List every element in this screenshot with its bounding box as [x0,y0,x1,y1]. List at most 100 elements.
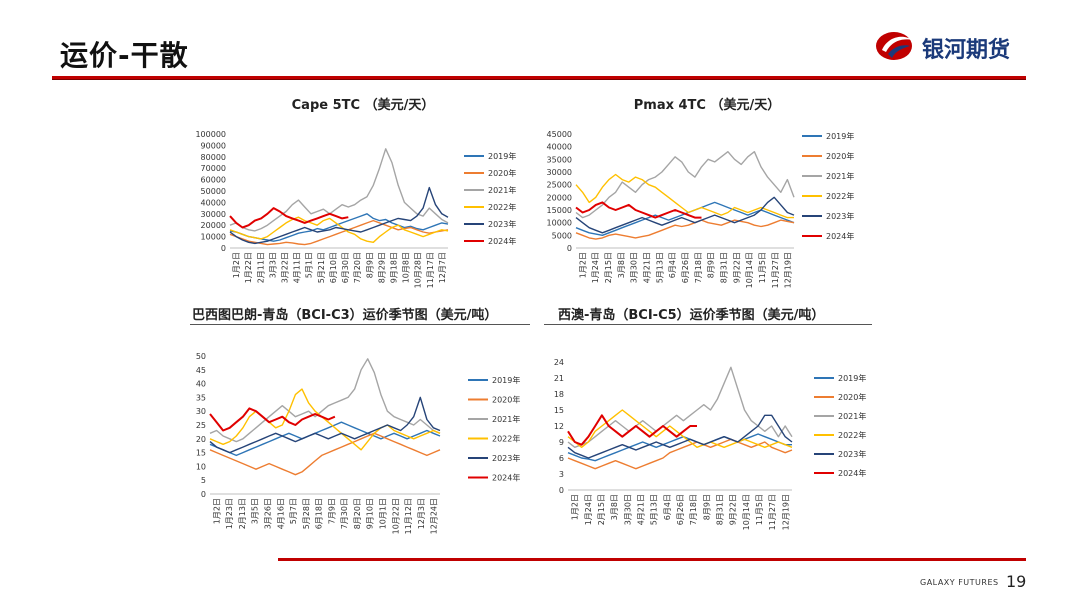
legend-label: 2022年 [838,430,866,440]
legend-label: 2024年 [838,468,866,478]
x-tick-label: 5月7日 [289,498,298,524]
series-line [229,148,449,232]
x-tick-label: 8月31日 [719,252,728,283]
x-tick-label: 7月9日 [327,498,336,524]
series-line [567,414,697,446]
y-tick-label: 50 [196,352,206,361]
x-tick-label: 6月30日 [341,252,350,283]
legend-label: 2022年 [492,434,520,444]
y-tick-label: 70000 [201,164,226,173]
y-tick-label: 10000 [201,233,226,242]
series-line [567,438,793,470]
chart-panel-pmax-4tc: Pmax 4TC （美元/天） 45000 40000 35000 30000 2500… [544,88,870,300]
y-tick-label: 0 [201,490,206,499]
legend-label: 2021年 [838,411,866,421]
x-tick-label: 5月21日 [317,252,326,283]
x-tick-label: 9月22日 [732,252,741,283]
x-tick-label: 4月11日 [293,252,302,283]
x-tick-label: 1月2日 [212,498,221,524]
y-tick-label: 5 [201,476,206,485]
x-tick-label: 3月5日 [251,498,260,524]
y-tick-label: 0 [567,244,572,253]
title-underline [190,324,530,325]
header-rule-shadow [52,79,1026,80]
x-tick-label: 6月26日 [676,494,685,525]
legend-label: 2020年 [838,392,866,402]
x-tick-label: 3月30日 [623,494,632,525]
x-tick-label: 9月18日 [390,252,399,283]
y-tick-label: 40000 [547,143,572,152]
x-tick-label: 7月20日 [353,252,362,283]
series-line [575,219,795,240]
legend-label: 2019年 [838,373,866,383]
y-tick-label: 30000 [201,210,226,219]
chart-pmax-4tc: 45000 40000 35000 30000 25000 20000 15000 10000… [547,130,855,288]
legend-label: 2021年 [826,171,854,181]
x-tick-label: 2月13日 [238,498,247,529]
x-tick-label: 4月21日 [643,252,652,283]
series-line [209,421,441,457]
x-tick-label: 10月14日 [745,252,754,288]
x-tick-label: 5月13日 [655,252,664,283]
x-tick-label: 8月31日 [716,494,725,525]
y-tick-label: 24 [554,358,564,367]
legend-label: 2019年 [488,151,516,161]
x-tick-label: 5月28日 [302,498,311,529]
x-tick-label: 12月19日 [781,494,790,530]
series-line [209,432,441,476]
legend-label: 2023年 [826,211,854,221]
galaxy-logo-icon [876,32,912,60]
y-tick-label: 60000 [201,176,226,185]
y-tick-label: 20 [196,435,206,444]
brand-logo: 银河期货 [874,28,1034,64]
x-tick-label: 10月22日 [391,498,400,534]
x-tick-label: 8月20日 [353,498,362,529]
series-line [567,433,792,462]
x-tick-label: 2月11日 [256,252,265,283]
series-line [229,219,449,246]
x-tick-label: 1月23日 [225,498,234,529]
x-tick-label: 9月10日 [366,498,375,529]
x-tick-label: 10月1日 [379,498,388,529]
y-tick-label: 20000 [547,193,572,202]
x-tick-label: 12月19日 [784,252,793,288]
x-tick-label: 10月14日 [742,494,751,530]
series-line [229,216,449,244]
y-tick-label: 10 [196,462,206,471]
series-line [575,201,702,219]
x-tick-label: 1月2日 [571,494,580,520]
series-line [209,396,441,454]
y-tick-label: 9 [559,438,564,447]
legend-label: 2019年 [492,375,520,385]
x-tick-label: 11月5日 [755,494,764,525]
legend-label: 2019年 [826,131,854,141]
x-tick-label: 11月5日 [758,252,767,283]
y-tick-label: 12 [554,422,564,431]
x-tick-label: 5月1日 [305,252,314,278]
x-tick-label: 8月9日 [702,494,711,520]
y-tick-label: 15000 [547,206,572,215]
x-tick-label: 12月3日 [417,498,426,529]
x-tick-label: 6月18日 [315,498,324,529]
legend-label: 2020年 [488,168,516,178]
y-tick-label: 0 [559,486,564,495]
chart-title: 西澳-青岛（BCI-C5）运价季节图（美元/吨） [558,308,825,323]
x-tick-label: 7月30日 [340,498,349,529]
header-rule [52,76,1026,79]
y-tick-label: 40 [196,380,206,389]
chart-title: Cape 5TC （美元/天） [291,98,435,113]
x-tick-label: 7月18日 [694,252,703,283]
x-tick-label: 9月22日 [729,494,738,525]
y-tick-label: 15 [554,406,564,415]
legend-label: 2022年 [488,202,516,212]
y-tick-label: 40000 [201,198,226,207]
series-line [575,173,794,219]
x-tick-label: 1月24日 [584,494,593,525]
chart-cape-5tc: 1000009000080000700006000050000400003000… [195,130,516,288]
series-line [209,358,441,443]
y-tick-label: 30 [196,407,206,416]
x-tick-label: 11月27日 [771,252,780,288]
y-tick-label: 25 [196,421,206,430]
x-tick-label: 6月4日 [668,252,677,278]
